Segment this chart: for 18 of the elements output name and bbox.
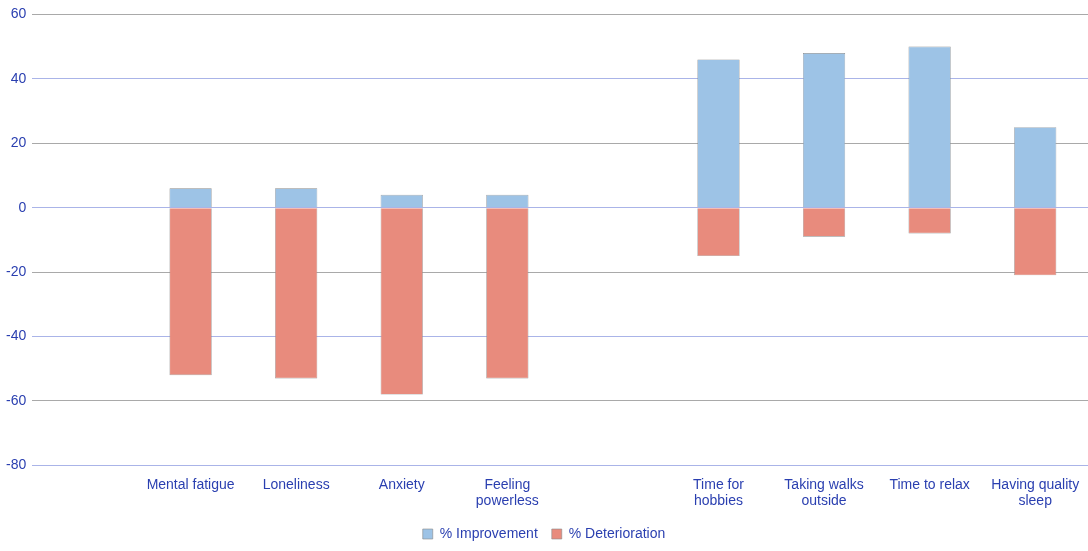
y-tick-label: 20 [10, 134, 27, 151]
y-tick-label: -40 [6, 327, 27, 344]
x-tick-label: Loneliness [262, 475, 330, 492]
y-tick-label: -20 [6, 262, 27, 279]
x-tick-label: Time for hobbies [693, 475, 745, 509]
x-tick-label: Time to relax [889, 475, 970, 492]
x-tick-label: Anxiety [378, 475, 425, 492]
y-tick-label: 0 [18, 198, 27, 215]
x-tick-label: Taking walks outside [784, 475, 864, 509]
legend-label: % Deterioration [568, 524, 666, 541]
legend-label: % Improvement [439, 524, 538, 541]
x-tick-label: Having quality sleep [991, 475, 1080, 509]
x-tick-label: Mental fatigue [146, 475, 235, 492]
y-tick-label: 40 [10, 69, 27, 86]
y-tick-label: 60 [10, 5, 27, 22]
y-tick-label: -80 [6, 456, 27, 473]
x-tick-label: Feeling powerless [475, 475, 539, 509]
y-tick-label: -60 [6, 391, 27, 408]
